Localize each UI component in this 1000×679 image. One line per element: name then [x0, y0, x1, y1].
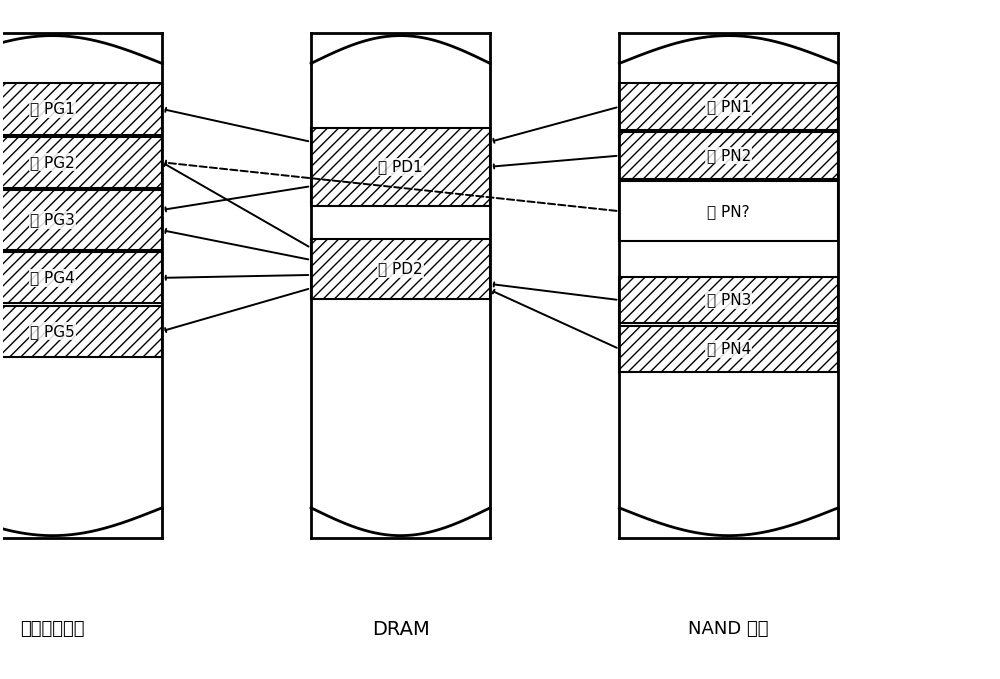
Bar: [0, 253, 162, 304]
Bar: [311, 508, 490, 538]
Text: 页 PN?: 页 PN?: [707, 204, 750, 219]
Bar: [619, 277, 838, 323]
Bar: [619, 508, 838, 538]
Text: DRAM: DRAM: [372, 619, 429, 638]
Text: 页 PD1: 页 PD1: [378, 160, 423, 175]
Bar: [0, 63, 162, 508]
Text: 页 PN3: 页 PN3: [707, 293, 751, 308]
Bar: [0, 136, 162, 188]
Bar: [619, 181, 838, 241]
Bar: [0, 306, 162, 356]
Bar: [311, 33, 490, 63]
Text: 页 PG3: 页 PG3: [30, 213, 75, 227]
Text: 页 PG5: 页 PG5: [30, 324, 75, 339]
Text: 页 PN2: 页 PN2: [707, 148, 751, 163]
Bar: [311, 63, 490, 508]
Text: 页 PD2: 页 PD2: [378, 261, 423, 276]
Text: 页 PG4: 页 PG4: [30, 270, 75, 285]
Text: 页 PG1: 页 PG1: [30, 101, 75, 116]
Text: 页 PN1: 页 PN1: [707, 99, 751, 114]
Bar: [619, 33, 838, 63]
Bar: [0, 508, 162, 538]
Bar: [0, 190, 162, 250]
Bar: [619, 132, 838, 179]
Text: 页 PG2: 页 PG2: [30, 155, 75, 170]
Bar: [311, 128, 490, 206]
Bar: [0, 33, 162, 63]
Bar: [619, 326, 838, 372]
Text: NAND 闪存: NAND 闪存: [688, 620, 769, 638]
Text: 页 PN4: 页 PN4: [707, 342, 751, 356]
Bar: [0, 84, 162, 134]
Bar: [619, 84, 838, 130]
Bar: [619, 63, 838, 508]
Text: 虚拟地址空间: 虚拟地址空间: [20, 620, 85, 638]
Bar: [311, 239, 490, 299]
